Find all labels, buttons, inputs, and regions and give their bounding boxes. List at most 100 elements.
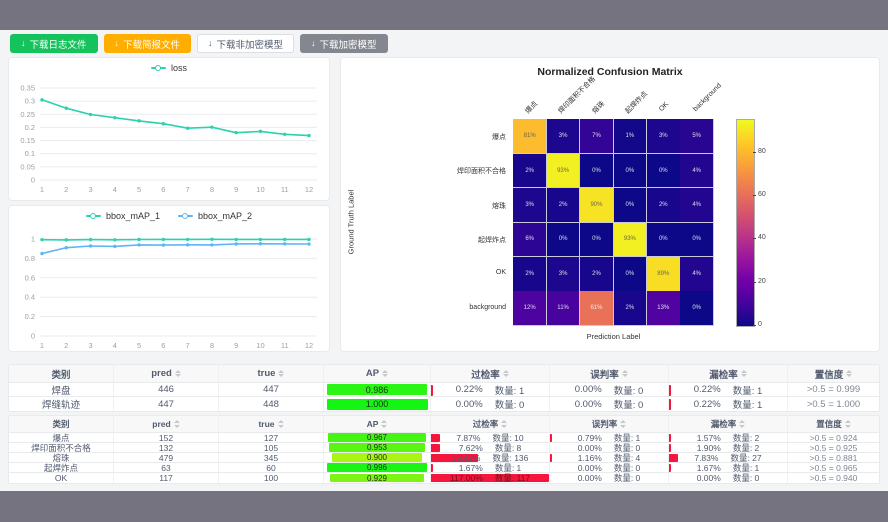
rate-percent: 0.00% bbox=[577, 463, 602, 472]
sort-icon[interactable] bbox=[382, 369, 389, 378]
sort-icon[interactable] bbox=[381, 420, 388, 428]
rate-text: 0.00% 数量: 0 bbox=[574, 397, 644, 412]
heatmap-cell: 6% bbox=[513, 222, 546, 257]
rate-count: 数量: 1 bbox=[732, 463, 760, 472]
header-cell-6[interactable]: 漏检率 bbox=[669, 416, 788, 432]
sort-icon[interactable] bbox=[277, 420, 284, 428]
column-label: 爆点 bbox=[524, 100, 539, 116]
cell-pred: 63 bbox=[114, 463, 219, 472]
header-cell-2[interactable]: true bbox=[219, 416, 324, 432]
header-cell-5[interactable]: 误判率 bbox=[550, 365, 669, 382]
y-tick-label: 0.25 bbox=[20, 110, 35, 119]
cell-overdetect-rate: 39.42% 数量: 136 bbox=[431, 453, 550, 462]
sort-icon[interactable] bbox=[173, 420, 180, 428]
sort-icon[interactable] bbox=[174, 369, 181, 378]
header-label: pred bbox=[151, 368, 172, 379]
cell-ap: 0.953 bbox=[324, 443, 431, 452]
legend-item-loss[interactable]: loss bbox=[150, 63, 187, 73]
page-content: ↓ 下载日志文件 ↓ 下载简报文件 ↓ 下载非加密模型 ↓ 下载加密模型 los… bbox=[0, 30, 888, 491]
rate-count: 数量: 1 bbox=[732, 385, 763, 397]
rate-percent: 0.22% bbox=[693, 398, 721, 410]
data-point bbox=[88, 237, 93, 242]
column-label: 熔珠 bbox=[590, 100, 606, 116]
sort-icon[interactable] bbox=[501, 420, 508, 428]
heatmap-cell: 89% bbox=[647, 257, 680, 291]
table-row: 焊缝轨迹 447 448 1.000 0.00% 数量: 0 0.00% 数量: 0 0.22%… bbox=[9, 397, 879, 411]
data-point bbox=[113, 238, 117, 242]
header-label: 漏检率 bbox=[710, 419, 737, 429]
cell-overdetect-rate: 7.87% 数量: 10 bbox=[431, 433, 550, 442]
colorbar-tick-label: 80 bbox=[758, 147, 766, 155]
data-point bbox=[161, 243, 166, 247]
cell-miss-rate: 1.57% 数量: 2 bbox=[669, 433, 788, 442]
heatmap-cell: 4% bbox=[680, 188, 713, 222]
sort-icon[interactable] bbox=[502, 369, 509, 378]
heatmap-cell: 11% bbox=[546, 291, 580, 325]
rate-text: 1.67% 数量: 1 bbox=[459, 463, 522, 472]
rate-percent: 0.00% bbox=[455, 398, 483, 410]
sort-icon[interactable] bbox=[846, 369, 853, 378]
header-cell-3[interactable]: AP bbox=[324, 365, 431, 382]
download-encrypted-model-button[interactable]: ↓ 下载加密模型 bbox=[300, 34, 388, 53]
row-label: 爆点 bbox=[492, 133, 506, 141]
header-label: 误判率 bbox=[591, 419, 618, 429]
rate-bar bbox=[669, 463, 671, 472]
header-cell-1[interactable]: pred bbox=[114, 365, 219, 382]
rate-text: 0.22% 数量: 1 bbox=[694, 383, 763, 396]
sort-icon[interactable] bbox=[278, 369, 285, 378]
data-point bbox=[283, 132, 287, 136]
header-cell-4[interactable]: 过检率 bbox=[431, 416, 550, 432]
header-cell-0: 类别 bbox=[9, 416, 114, 432]
download-plain-model-label: 下载非加密模型 bbox=[216, 39, 284, 51]
colorbar-tick-label: 0 bbox=[758, 320, 762, 328]
cell-overdetect-rate: 7.62% 数量: 8 bbox=[431, 443, 550, 452]
cell-true: 60 bbox=[219, 463, 324, 472]
heatmap-cell: 12% bbox=[513, 291, 546, 325]
x-tick-label: 4 bbox=[113, 341, 117, 350]
download-report-button[interactable]: ↓ 下载简报文件 bbox=[103, 34, 192, 53]
rate-count: 数量: 1 bbox=[732, 400, 763, 411]
legend-item-bbox-map-1[interactable]: bbox_mAP_1 bbox=[85, 211, 160, 221]
download-plain-model-button[interactable]: ↓ 下载非加密模型 bbox=[197, 34, 295, 53]
sort-icon[interactable] bbox=[621, 369, 628, 378]
legend-item-bbox-map-2[interactable]: bbox_mAP_2 bbox=[178, 211, 252, 221]
x-tick-label: 12 bbox=[305, 341, 313, 350]
rate-percent: 0.00% bbox=[574, 384, 602, 395]
cell-ap: 0.929 bbox=[324, 473, 431, 483]
header-cell-6[interactable]: 漏检率 bbox=[669, 365, 788, 382]
heatmap-cell: 3% bbox=[546, 119, 580, 153]
heatmap-cell: 7% bbox=[580, 119, 613, 153]
header-cell-4[interactable]: 过检率 bbox=[431, 365, 550, 382]
heatmap-cell: 0% bbox=[680, 291, 713, 325]
rate-count: 数量: 1 bbox=[613, 433, 641, 442]
cell-pred: 446 bbox=[114, 383, 219, 396]
cell-ap: 0.996 bbox=[324, 463, 431, 472]
header-cell-5[interactable]: 误判率 bbox=[550, 416, 669, 432]
header-cell-3[interactable]: AP bbox=[324, 416, 431, 432]
sort-icon[interactable] bbox=[740, 369, 747, 378]
sort-icon[interactable] bbox=[620, 420, 627, 428]
sort-icon[interactable] bbox=[844, 420, 851, 428]
rate-bar bbox=[550, 433, 552, 442]
cell-miss-rate: 1.67% 数量: 1 bbox=[669, 463, 788, 472]
colorbar-tick-label: 60 bbox=[758, 190, 766, 198]
header-cell-7[interactable]: 置信度 bbox=[788, 416, 879, 432]
table-header-row: 类别 pred true AP 过检率 误判率 漏检率 置信度 bbox=[9, 416, 879, 433]
x-tick-label: 9 bbox=[234, 185, 238, 194]
y-tick-label: 0.4 bbox=[25, 293, 35, 302]
x-tick-label: 10 bbox=[256, 185, 264, 194]
legend-marker-icon bbox=[178, 212, 193, 219]
x-tick-label: 4 bbox=[113, 185, 117, 194]
header-cell-7[interactable]: 置信度 bbox=[788, 365, 879, 382]
header-label: 漏检率 bbox=[709, 369, 738, 381]
header-cell-1[interactable]: pred bbox=[114, 416, 219, 432]
header-cell-2[interactable]: true bbox=[219, 365, 324, 382]
ap-bar: 0.900 bbox=[331, 453, 423, 462]
rate-text: 1.16% 数量: 4 bbox=[578, 453, 641, 462]
sort-icon[interactable] bbox=[739, 420, 746, 428]
y-tick-label: 0.2 bbox=[25, 312, 35, 321]
download-log-button[interactable]: ↓ 下载日志文件 bbox=[10, 34, 98, 53]
cell-true: 345 bbox=[219, 453, 324, 462]
cell-class: OK bbox=[9, 473, 114, 483]
rate-percent: 0.00% bbox=[574, 398, 602, 410]
